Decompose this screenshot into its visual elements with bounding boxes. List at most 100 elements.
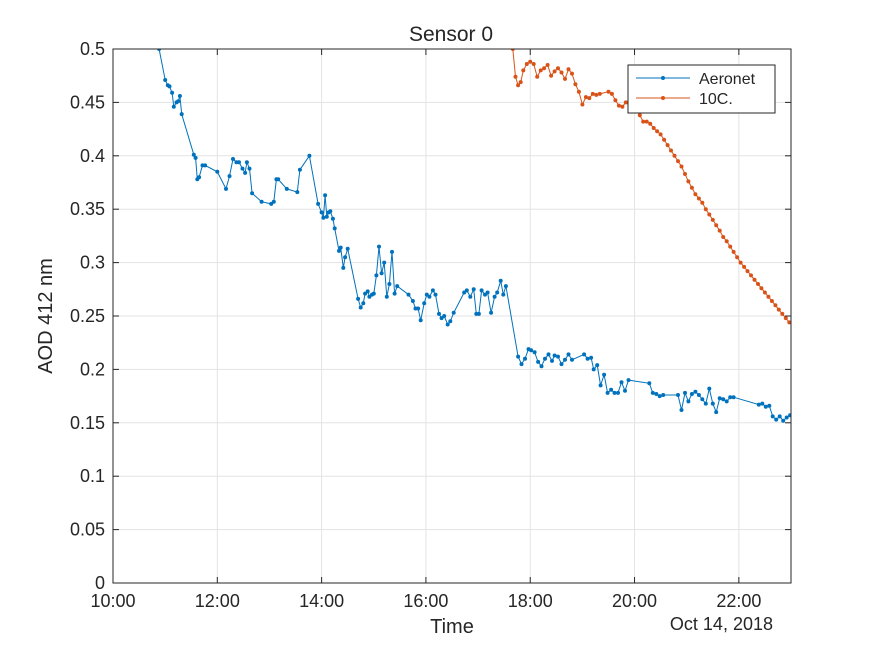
x-axis-label: Time (430, 616, 474, 638)
data-point (519, 362, 524, 367)
data-point (501, 292, 506, 297)
data-point (513, 74, 518, 79)
data-point (700, 397, 705, 402)
data-point (559, 70, 564, 75)
data-point (602, 372, 607, 377)
plot-data (157, 49, 791, 423)
data-point (361, 301, 366, 306)
data-point (528, 59, 533, 64)
data-point (582, 352, 587, 357)
data-point (763, 404, 768, 409)
data-point (197, 175, 202, 180)
data-point (749, 273, 753, 278)
data-point (703, 207, 708, 212)
data-point (545, 63, 550, 67)
data-point (773, 303, 778, 308)
data-point (770, 414, 775, 419)
data-point (471, 287, 476, 292)
data-point (445, 322, 450, 327)
data-point (176, 99, 181, 104)
data-point (384, 294, 389, 299)
data-point (742, 264, 747, 269)
data-point (784, 415, 789, 420)
data-point (756, 402, 761, 407)
data-point (516, 354, 521, 359)
data-point (319, 210, 324, 215)
data-point (650, 390, 655, 395)
data-point (766, 294, 771, 299)
data-point (658, 132, 663, 137)
x-tick-label: 20:00 (612, 591, 657, 611)
data-point (721, 235, 726, 239)
data-point (700, 200, 705, 205)
data-point (556, 354, 560, 359)
data-point (573, 82, 578, 87)
data-point (516, 83, 521, 88)
data-point (543, 356, 547, 361)
data-point (777, 414, 782, 419)
data-point (328, 209, 333, 214)
data-point (193, 155, 198, 160)
data-point (686, 179, 691, 184)
data-point (433, 292, 438, 297)
data-point (686, 399, 691, 404)
data-point (542, 66, 547, 71)
data-point (244, 160, 249, 165)
data-point (559, 362, 564, 367)
data-point (570, 357, 574, 362)
data-point (752, 277, 757, 282)
data-point (710, 401, 715, 406)
data-point (587, 96, 592, 101)
y-axis-label: AOD 412 nm (35, 258, 57, 374)
x-axis-date-label: Oct 14, 2018 (670, 614, 773, 634)
data-point (321, 215, 326, 220)
data-point (531, 62, 536, 66)
data-point (227, 174, 232, 179)
data-point (774, 417, 779, 422)
data-point (563, 357, 567, 362)
data-point (392, 291, 397, 296)
data-point (330, 216, 335, 221)
data-point (783, 316, 788, 321)
data-point (422, 301, 427, 306)
data-point (707, 212, 712, 217)
data-point (776, 307, 781, 312)
data-point (532, 350, 537, 355)
data-point (717, 396, 722, 401)
data-point (679, 164, 684, 169)
data-point (780, 311, 785, 316)
data-point (535, 74, 540, 79)
data-point (759, 286, 764, 291)
data-point (591, 367, 596, 372)
data-point (570, 71, 574, 76)
data-point (237, 160, 241, 165)
data-point (745, 269, 750, 274)
data-point (647, 381, 652, 386)
data-point (566, 67, 571, 72)
data-point (609, 91, 614, 96)
data-point (395, 284, 400, 289)
data-point (576, 89, 581, 94)
data-point (231, 157, 235, 161)
data-point (337, 248, 341, 253)
y-tick-label: 0.15 (70, 413, 105, 433)
data-point (676, 159, 680, 164)
data-point (536, 359, 541, 364)
data-point (735, 255, 740, 260)
series-aeronet (157, 49, 791, 423)
data-point (307, 153, 312, 158)
data-point (503, 284, 508, 289)
data-point (767, 403, 772, 408)
data-point (524, 62, 529, 66)
data-point (316, 201, 321, 206)
data-point (731, 395, 736, 400)
data-point (167, 84, 172, 89)
data-point (597, 91, 602, 96)
x-tick-label: 10:00 (90, 591, 135, 611)
data-point (191, 152, 196, 157)
data-point (788, 413, 791, 418)
data-point (363, 291, 368, 296)
y-tick-label: 0.45 (70, 92, 105, 112)
data-point (787, 320, 791, 325)
data-point (781, 418, 786, 423)
